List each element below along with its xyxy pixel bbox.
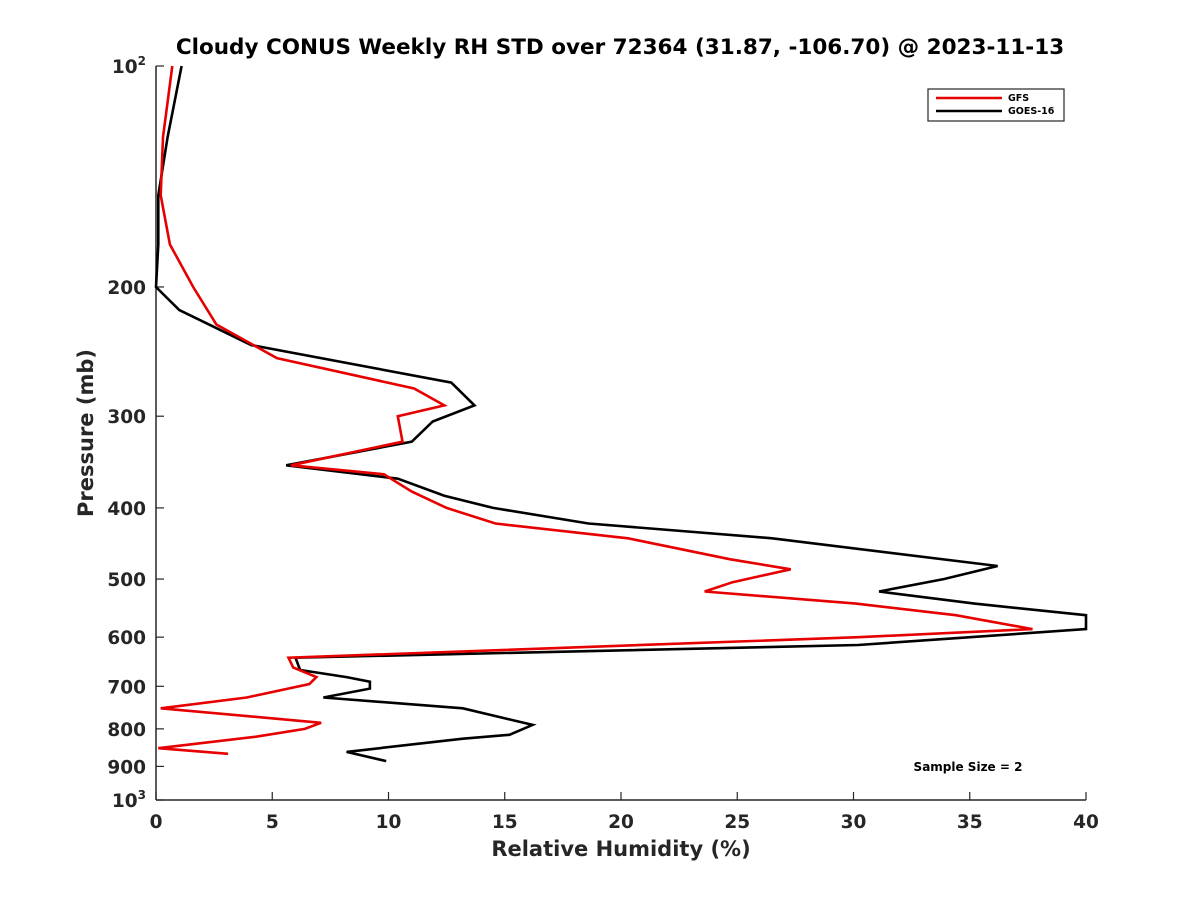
series-layer bbox=[154, 65, 1088, 763]
x-tick-label: 15 bbox=[492, 812, 518, 833]
x-tick-label: 20 bbox=[608, 812, 634, 833]
series-line-gfs bbox=[158, 65, 1033, 756]
legend-label-gfs: GFS bbox=[1008, 93, 1029, 104]
x-tick-label: 0 bbox=[150, 812, 163, 833]
y-tick-label: 600 bbox=[107, 628, 146, 649]
series-line-goes16 bbox=[154, 65, 1088, 763]
y-tick-label: 103 bbox=[112, 788, 146, 812]
axes bbox=[155, 66, 1086, 801]
legend-box bbox=[927, 88, 1065, 122]
y-tick-label: 900 bbox=[107, 757, 146, 778]
y-axis-label: Pressure (mb) bbox=[74, 349, 98, 517]
x-axis-label: Relative Humidity (%) bbox=[491, 837, 750, 861]
legend-label-goes16: GOES-16 bbox=[1008, 106, 1055, 117]
sample-size-annotation: Sample Size = 2 bbox=[914, 760, 1023, 774]
y-tick-label: 400 bbox=[107, 499, 146, 520]
y-tick-label: 700 bbox=[107, 677, 146, 698]
y-tick-label: 200 bbox=[107, 278, 146, 299]
x-ticks: 0 5 10 15 20 25 30 35 40 bbox=[150, 792, 1099, 833]
x-tick-label: 5 bbox=[266, 812, 279, 833]
legend: GFS GOES-16 bbox=[927, 88, 1065, 122]
x-tick-label: 40 bbox=[1073, 812, 1099, 833]
x-tick-label: 35 bbox=[957, 812, 983, 833]
x-tick-label: 30 bbox=[841, 812, 867, 833]
y-tick-label: 500 bbox=[107, 570, 146, 591]
x-tick-label: 10 bbox=[376, 812, 402, 833]
y-tick-label: 300 bbox=[107, 407, 146, 428]
x-tick-label: 25 bbox=[724, 812, 750, 833]
y-ticks: 102 200 300 400 500 600 700 800 900 103 bbox=[107, 54, 164, 812]
chart-title: Cloudy CONUS Weekly RH STD over 72364 (3… bbox=[176, 35, 1064, 60]
y-tick-label: 102 bbox=[112, 54, 146, 78]
y-tick-label: 800 bbox=[107, 720, 146, 741]
